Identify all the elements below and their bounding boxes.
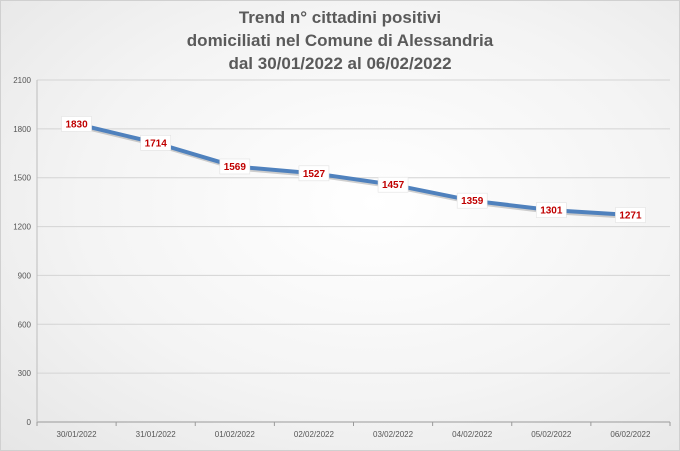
y-tick-label: 1800 [13,125,31,134]
x-tick-label: 01/02/2022 [215,430,256,439]
x-tick-label: 31/01/2022 [136,430,177,439]
chart-title-line-1: Trend n° cittadini positivi [238,8,442,27]
x-tick-label: 05/02/2022 [531,430,572,439]
chart-title-line-3: dal 30/01/2022 al 06/02/2022 [228,54,452,73]
data-label: 1830 [65,119,88,130]
y-tick-label: 1500 [13,174,31,183]
y-tick-label: 600 [18,320,32,329]
data-label-box [536,202,567,218]
x-tick-label: 06/02/2022 [610,430,651,439]
x-tick-label: 30/01/2022 [57,430,98,439]
y-tick-label: 0 [27,418,32,427]
data-label: 1714 [145,138,168,149]
data-label-box [615,207,646,223]
y-tick-label: 1200 [13,223,31,232]
data-label: 1457 [382,180,405,191]
data-label-box [377,176,409,193]
x-tick-label: 03/02/2022 [373,430,414,439]
x-tick-label: 04/02/2022 [452,430,493,439]
chart-title-line-2: domiciliati nel Comune di Alessandria [186,31,494,50]
data-label-box [61,116,92,132]
data-label-box [456,192,488,209]
x-tick-label: 02/02/2022 [294,430,335,439]
y-tick-label: 2100 [13,76,31,85]
data-label: 1569 [224,162,247,173]
y-tick-label: 900 [18,271,32,280]
data-label-box [140,135,171,151]
y-tick-label: 300 [18,369,32,378]
data-label: 1301 [540,206,563,217]
data-label: 1527 [303,169,326,180]
data-label-box [219,158,251,175]
data-label-box [298,165,330,182]
data-label: 1271 [619,211,642,222]
data-label: 1359 [461,196,484,207]
